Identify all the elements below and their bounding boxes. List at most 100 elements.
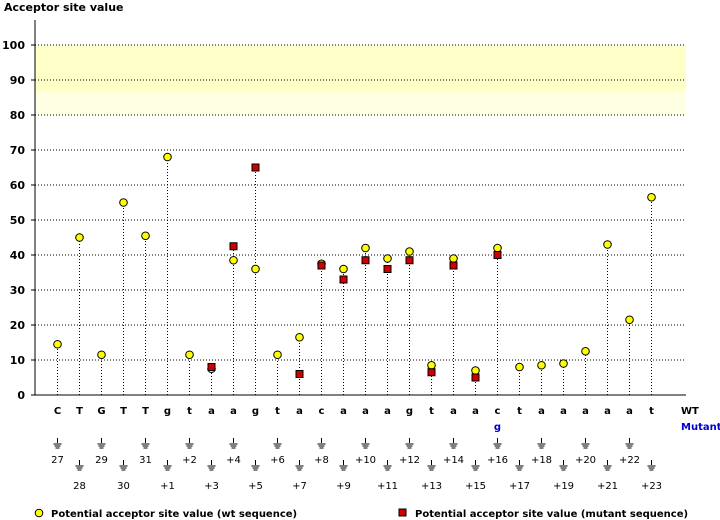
mutant-row-label: Mutant bbox=[681, 422, 720, 433]
wt-nucleotide-label: a bbox=[362, 406, 369, 417]
wt-point bbox=[603, 240, 612, 249]
mutant-point bbox=[295, 370, 304, 378]
wt-nucleotide-label: t bbox=[275, 406, 280, 417]
wt-nucleotide-label: G bbox=[97, 406, 105, 417]
wt-nucleotide-label: C bbox=[54, 406, 61, 417]
position-label: +23 bbox=[641, 481, 662, 492]
position-label: +13 bbox=[421, 481, 442, 492]
position-marker bbox=[53, 438, 62, 449]
legend-wt-marker bbox=[34, 508, 44, 518]
wt-point bbox=[471, 366, 480, 375]
y-tick-label: 30 bbox=[10, 284, 26, 297]
position-marker bbox=[273, 438, 282, 449]
wt-point bbox=[295, 332, 304, 342]
position-marker bbox=[163, 460, 172, 471]
wt-nucleotide-label: a bbox=[604, 406, 611, 417]
wt-nucleotide-label: T bbox=[142, 406, 149, 417]
mutant-point bbox=[251, 163, 260, 172]
wt-point bbox=[515, 362, 524, 372]
highlight-band bbox=[35, 45, 686, 93]
position-marker bbox=[361, 438, 370, 449]
position-marker bbox=[383, 460, 392, 471]
wt-nucleotide-label: t bbox=[649, 406, 654, 417]
y-tick-label: 70 bbox=[10, 144, 26, 157]
position-label: +2 bbox=[182, 455, 197, 466]
wt-point bbox=[383, 254, 392, 263]
wt-point bbox=[119, 198, 128, 207]
position-label: +10 bbox=[355, 455, 376, 466]
mutant-point bbox=[317, 261, 326, 270]
position-label: +1 bbox=[160, 481, 175, 492]
mutant-point bbox=[339, 275, 348, 284]
wt-nucleotide-label: g bbox=[164, 406, 171, 417]
y-tick-label: 90 bbox=[10, 74, 26, 87]
wt-nucleotide-label: t bbox=[517, 406, 522, 417]
position-marker bbox=[471, 460, 480, 471]
position-marker bbox=[603, 460, 612, 471]
position-label: +11 bbox=[377, 481, 398, 492]
wt-point bbox=[273, 350, 282, 360]
mutant-point bbox=[449, 261, 458, 270]
wt-nucleotide-label: a bbox=[208, 406, 215, 417]
position-label: +3 bbox=[204, 481, 219, 492]
position-label: +12 bbox=[399, 455, 420, 466]
position-label: +4 bbox=[226, 455, 241, 466]
wt-nucleotide-label: c bbox=[495, 406, 501, 417]
position-marker bbox=[647, 460, 656, 471]
wt-point bbox=[185, 350, 194, 360]
position-label: +9 bbox=[336, 481, 351, 492]
wt-point bbox=[581, 346, 590, 356]
position-marker bbox=[405, 438, 414, 449]
position-marker bbox=[251, 460, 260, 471]
wt-point bbox=[647, 192, 656, 202]
wt-point bbox=[229, 255, 238, 265]
mutant-point bbox=[361, 256, 370, 265]
chart-title: Acceptor site value bbox=[4, 1, 123, 14]
legend-wt-label: Potential acceptor site value (wt sequen… bbox=[51, 509, 297, 520]
position-marker bbox=[141, 438, 150, 449]
mutant-point bbox=[493, 251, 502, 259]
wt-point bbox=[53, 339, 62, 349]
wt-nucleotide-label: a bbox=[340, 406, 347, 417]
position-label: +22 bbox=[619, 455, 640, 466]
wt-nucleotide-label: a bbox=[538, 406, 545, 417]
position-label: +20 bbox=[575, 455, 596, 466]
position-marker bbox=[625, 438, 634, 449]
wt-nucleotide-label: a bbox=[384, 406, 391, 417]
y-tick-label: 0 bbox=[17, 389, 25, 402]
position-marker bbox=[317, 438, 326, 449]
wt-nucleotide-label: g bbox=[406, 406, 413, 417]
y-tick-label: 80 bbox=[10, 109, 26, 122]
wt-point bbox=[163, 152, 172, 162]
position-label: +17 bbox=[509, 481, 530, 492]
position-label: +21 bbox=[597, 481, 618, 492]
wt-point bbox=[559, 359, 568, 368]
mutant-point bbox=[229, 242, 238, 251]
wt-nucleotide-label: t bbox=[429, 406, 434, 417]
position-label: 27 bbox=[51, 455, 64, 466]
position-marker bbox=[97, 438, 106, 449]
wt-nucleotide-label: a bbox=[230, 406, 237, 417]
legend-mutant-marker bbox=[398, 508, 407, 517]
highlight-band-fade bbox=[35, 92, 686, 115]
wt-point bbox=[361, 243, 370, 253]
position-marker bbox=[75, 460, 84, 471]
wt-nucleotide-label: c bbox=[319, 406, 325, 417]
position-marker bbox=[493, 438, 502, 449]
y-tick-label: 20 bbox=[10, 319, 26, 332]
wt-nucleotide-label: T bbox=[76, 406, 83, 417]
position-label: +19 bbox=[553, 481, 574, 492]
wt-point bbox=[141, 231, 150, 241]
position-marker bbox=[119, 460, 128, 471]
position-label: +8 bbox=[314, 455, 329, 466]
wt-row-label: WT bbox=[681, 406, 699, 417]
y-tick-label: 50 bbox=[10, 214, 26, 227]
wt-nucleotide-label: a bbox=[626, 406, 633, 417]
y-tick-label: 40 bbox=[10, 249, 26, 262]
y-tick-label: 60 bbox=[10, 179, 26, 192]
position-label: 31 bbox=[139, 455, 152, 466]
wt-point bbox=[75, 233, 84, 242]
wt-point bbox=[427, 360, 436, 370]
mutant-point bbox=[405, 256, 414, 265]
